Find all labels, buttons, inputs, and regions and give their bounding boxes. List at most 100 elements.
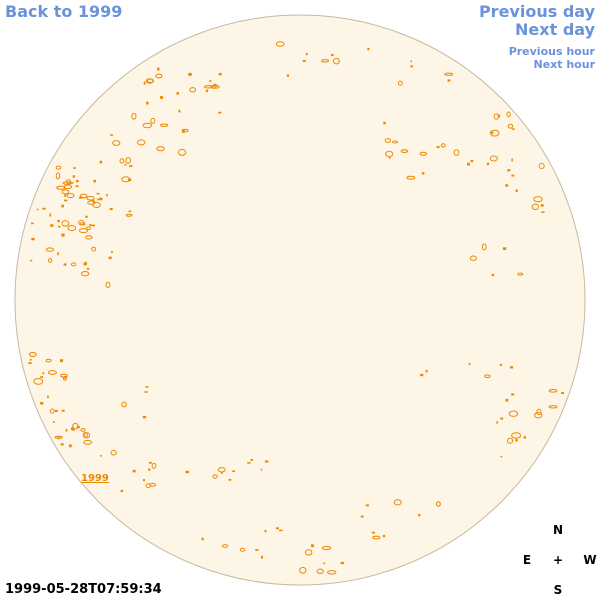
contour-mark xyxy=(48,258,53,263)
contour-mark xyxy=(232,470,235,473)
contour-mark xyxy=(137,139,146,146)
contour-mark xyxy=(119,158,125,164)
contour-mark xyxy=(125,157,132,164)
back-to-year-link[interactable]: Back to 1999 xyxy=(5,2,123,21)
contour-mark xyxy=(302,60,306,62)
contour-mark xyxy=(45,358,52,363)
contour-mark xyxy=(91,224,95,227)
contour-mark xyxy=(72,428,75,431)
contour-mark xyxy=(128,210,132,213)
previous-hour-link[interactable]: Previous hour xyxy=(508,45,595,58)
contour-mark xyxy=(548,389,558,393)
magnetic-contours xyxy=(28,41,564,575)
contour-mark xyxy=(93,179,96,183)
contour-mark xyxy=(400,149,408,154)
contour-mark xyxy=(385,150,394,158)
contour-mark xyxy=(181,128,189,133)
contour-mark xyxy=(210,85,220,89)
contour-mark xyxy=(540,204,544,207)
contour-mark xyxy=(49,213,52,217)
contour-mark xyxy=(99,160,103,164)
contour-mark xyxy=(142,122,153,129)
contour-mark xyxy=(40,402,44,405)
contour-mark xyxy=(212,474,218,479)
contour-mark xyxy=(82,432,89,438)
contour-mark xyxy=(155,73,163,79)
contour-mark xyxy=(286,74,289,77)
contour-mark xyxy=(36,208,39,211)
contour-mark xyxy=(120,489,124,493)
contour-mark xyxy=(264,529,267,533)
contour-mark xyxy=(515,439,518,442)
contour-mark xyxy=(64,199,68,202)
contour-mark xyxy=(489,129,500,137)
contour-mark xyxy=(440,143,446,148)
contour-mark xyxy=(96,192,100,195)
contour-mark xyxy=(203,85,213,89)
contour-mark xyxy=(468,362,471,366)
contour-mark xyxy=(304,549,313,556)
contour-mark xyxy=(507,169,511,172)
contour-mark xyxy=(517,272,524,276)
contour-mark xyxy=(55,172,61,180)
compass-east: E xyxy=(522,553,532,567)
contour-mark xyxy=(490,131,494,134)
contour-mark xyxy=(31,237,35,241)
contour-mark xyxy=(500,455,503,458)
contour-mark xyxy=(217,467,226,473)
contour-mark xyxy=(71,427,74,431)
contour-mark xyxy=(176,92,180,95)
contour-mark xyxy=(189,87,197,93)
contour-mark xyxy=(60,373,68,378)
contour-mark xyxy=(444,72,454,76)
contour-mark xyxy=(66,193,75,199)
contour-mark xyxy=(383,121,386,125)
contour-mark xyxy=(65,429,68,432)
contour-mark xyxy=(40,376,44,378)
contour-mark xyxy=(384,138,391,143)
contour-mark xyxy=(486,162,489,166)
contour-mark xyxy=(83,439,92,445)
contour-mark xyxy=(100,454,102,457)
contour-mark xyxy=(85,235,93,240)
contour-mark xyxy=(85,215,88,218)
contour-mark xyxy=(372,535,381,540)
contour-mark xyxy=(142,415,147,419)
contour-mark xyxy=(511,158,513,162)
solar-disk xyxy=(14,14,586,586)
contour-mark xyxy=(160,95,163,99)
compass-center: + xyxy=(552,553,564,567)
contour-mark xyxy=(382,534,386,538)
contour-mark xyxy=(531,203,539,211)
contour-mark xyxy=(61,409,65,412)
contour-mark xyxy=(500,417,504,420)
next-hour-link[interactable]: Next hour xyxy=(533,58,596,71)
contour-mark xyxy=(53,421,55,423)
contour-mark xyxy=(534,412,543,419)
contour-mark xyxy=(447,79,451,82)
contour-mark xyxy=(276,527,279,530)
contour-mark xyxy=(410,60,413,63)
year-link[interactable]: 1999 xyxy=(81,473,109,484)
contour-mark xyxy=(144,391,148,393)
contour-mark xyxy=(42,372,45,375)
contour-mark xyxy=(541,211,545,213)
contour-mark xyxy=(221,544,229,548)
contour-mark xyxy=(279,529,283,532)
contour-mark xyxy=(410,65,413,68)
contour-mark xyxy=(80,428,86,432)
contour-mark xyxy=(371,531,375,534)
contour-mark xyxy=(60,443,64,446)
next-day-link[interactable]: Next day xyxy=(515,20,595,39)
contour-mark xyxy=(64,376,67,379)
contour-mark xyxy=(78,228,89,234)
contour-mark xyxy=(76,426,80,429)
contour-mark xyxy=(33,378,44,385)
previous-day-link[interactable]: Previous day xyxy=(478,2,595,21)
contour-mark xyxy=(61,220,70,227)
contour-mark xyxy=(160,123,169,127)
contour-mark xyxy=(188,72,192,76)
contour-mark xyxy=(86,267,90,270)
contour-mark xyxy=(425,369,428,373)
contour-mark xyxy=(157,67,160,71)
